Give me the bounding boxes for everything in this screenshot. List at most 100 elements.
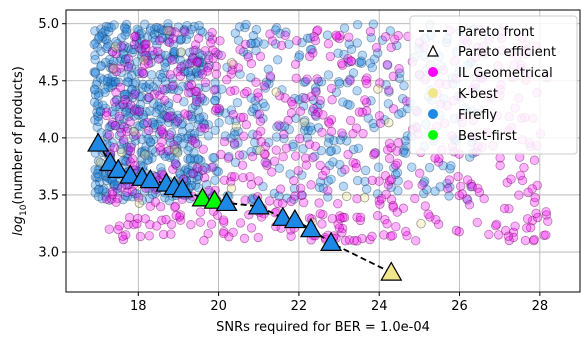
firefly-point bbox=[214, 118, 224, 128]
firefly-point bbox=[141, 129, 151, 139]
firefly-point bbox=[261, 77, 272, 87]
firefly-point bbox=[127, 84, 137, 95]
k-best-point bbox=[359, 193, 370, 203]
il-geometrical-point bbox=[541, 210, 552, 220]
firefly-point bbox=[102, 76, 113, 87]
firefly-point bbox=[246, 72, 256, 83]
firefly-point bbox=[197, 94, 208, 104]
il-geometrical-point bbox=[499, 203, 510, 214]
il-geometrical-point bbox=[260, 157, 270, 167]
il-geometrical-point bbox=[317, 127, 327, 138]
il-geometrical-point bbox=[343, 149, 353, 160]
firefly-point bbox=[306, 125, 317, 136]
il-geometrical-point bbox=[473, 183, 483, 193]
firefly-point bbox=[352, 38, 362, 48]
il-geometrical-point bbox=[531, 208, 541, 219]
firefly-point bbox=[251, 24, 262, 35]
il-geometrical-point bbox=[304, 139, 315, 149]
il-geometrical-point bbox=[474, 187, 485, 197]
firefly-point bbox=[136, 92, 147, 102]
firefly-point bbox=[369, 122, 379, 133]
firefly-point bbox=[165, 152, 175, 163]
il-geometrical-point bbox=[157, 84, 168, 95]
firefly-point bbox=[230, 127, 240, 137]
firefly-point bbox=[105, 76, 116, 86]
il-geometrical-point bbox=[351, 162, 362, 173]
firefly-point bbox=[276, 122, 286, 132]
firefly-point bbox=[233, 138, 243, 148]
firefly-point bbox=[119, 114, 129, 125]
k-best-point bbox=[226, 58, 237, 68]
firefly-point bbox=[122, 149, 132, 160]
firefly-point bbox=[365, 58, 375, 68]
firefly-point bbox=[165, 53, 176, 63]
firefly-point bbox=[175, 48, 186, 58]
firefly-point bbox=[116, 119, 127, 130]
il-geometrical-point bbox=[286, 231, 296, 241]
firefly-point bbox=[382, 60, 393, 70]
firefly-point bbox=[233, 35, 244, 45]
firefly-point bbox=[300, 76, 311, 87]
il-geometrical-point bbox=[143, 58, 154, 69]
il-geometrical-point bbox=[286, 196, 296, 207]
firefly-point bbox=[148, 118, 158, 128]
il-geometrical-point bbox=[140, 214, 151, 224]
firefly-point bbox=[352, 86, 362, 96]
il-geometrical-point bbox=[200, 77, 211, 88]
firefly-point bbox=[435, 182, 445, 192]
il-geometrical-point bbox=[238, 112, 249, 123]
firefly-point bbox=[183, 167, 193, 178]
il-geometrical-point bbox=[374, 111, 385, 121]
firefly-point bbox=[220, 108, 230, 118]
firefly-point bbox=[168, 40, 179, 50]
firefly-point bbox=[90, 188, 100, 198]
il-geometrical-point bbox=[274, 120, 284, 130]
firefly-point bbox=[338, 181, 349, 192]
il-geometrical-point bbox=[394, 64, 404, 74]
firefly-point bbox=[272, 55, 283, 65]
il-geometrical-point bbox=[113, 224, 123, 235]
firefly-point bbox=[260, 83, 271, 93]
firefly-point bbox=[252, 102, 262, 112]
firefly-point bbox=[264, 79, 274, 89]
firefly-point bbox=[111, 95, 122, 105]
firefly-point bbox=[100, 57, 111, 68]
firefly-point bbox=[165, 30, 175, 41]
firefly-point bbox=[164, 98, 174, 108]
firefly-point bbox=[101, 188, 111, 198]
firefly-point bbox=[390, 169, 401, 180]
il-geometrical-point bbox=[355, 215, 366, 226]
firefly-point bbox=[146, 70, 157, 80]
firefly-point bbox=[142, 32, 153, 42]
firefly-point bbox=[194, 55, 204, 65]
firefly-point bbox=[192, 174, 202, 185]
firefly-point bbox=[131, 77, 141, 88]
firefly-point bbox=[368, 19, 379, 29]
il-geometrical-point bbox=[229, 138, 240, 149]
il-geometrical-point bbox=[491, 219, 502, 229]
firefly-point bbox=[93, 112, 104, 122]
firefly-point bbox=[279, 121, 290, 131]
firefly-point bbox=[234, 22, 245, 32]
firefly-point bbox=[217, 84, 227, 94]
firefly-point bbox=[158, 149, 169, 159]
firefly-point bbox=[195, 126, 205, 137]
firefly-point bbox=[109, 76, 119, 87]
firefly-point bbox=[90, 115, 100, 125]
il-geometrical-point bbox=[223, 153, 234, 163]
firefly-point bbox=[122, 24, 132, 35]
x-tick-label: 18 bbox=[130, 299, 147, 314]
il-geometrical-point bbox=[339, 212, 350, 223]
firefly-point bbox=[294, 95, 304, 105]
firefly-point bbox=[104, 122, 114, 132]
firefly-point bbox=[131, 33, 142, 43]
il-geometrical-point bbox=[517, 175, 528, 186]
il-geometrical-point bbox=[156, 146, 166, 156]
il-geometrical-point bbox=[241, 119, 252, 130]
il-geometrical-point bbox=[411, 236, 421, 246]
il-geometrical-point bbox=[326, 83, 337, 94]
firefly-point bbox=[109, 20, 119, 30]
firefly-point bbox=[354, 57, 365, 68]
il-geometrical-point bbox=[288, 99, 298, 110]
firefly-point bbox=[178, 139, 189, 149]
